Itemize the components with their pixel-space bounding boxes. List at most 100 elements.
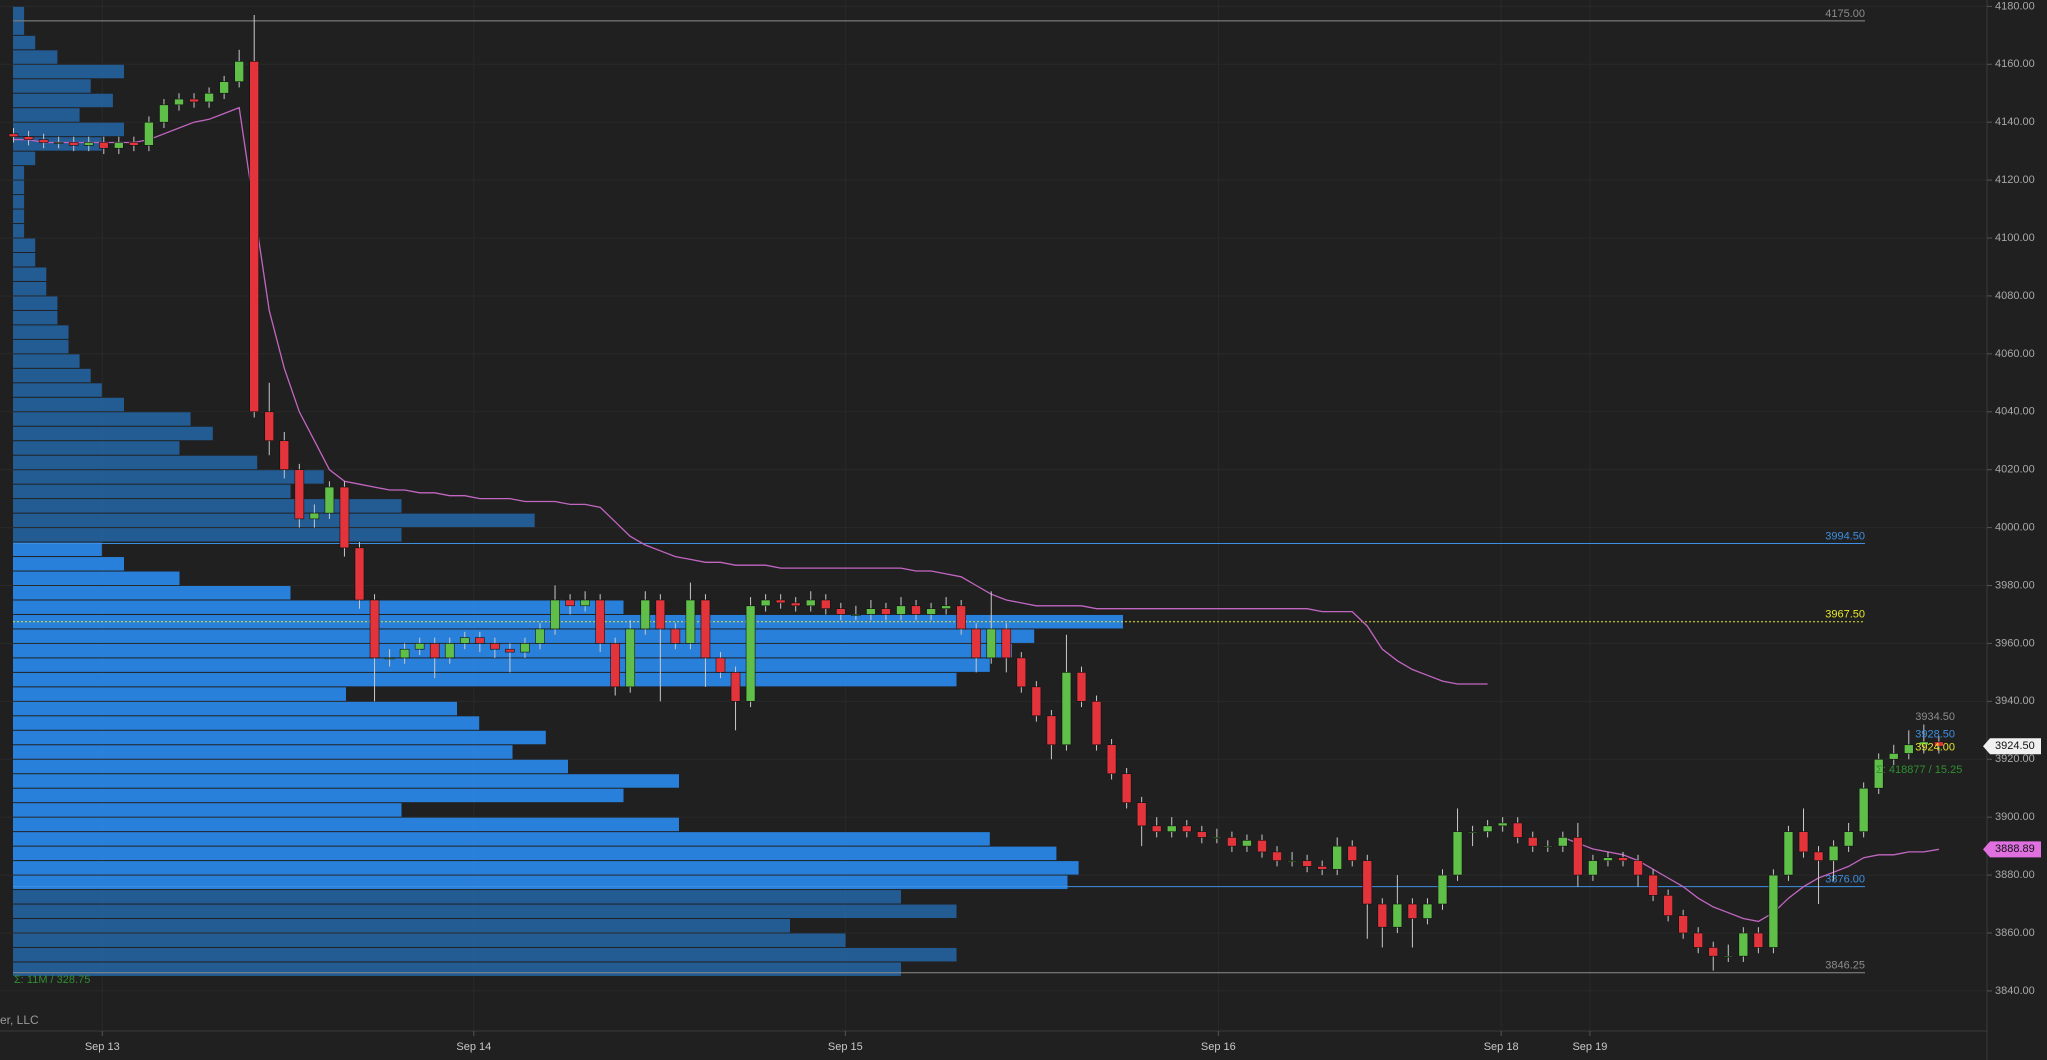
profile-bar xyxy=(13,122,124,137)
y-tick-label: 3900.00 xyxy=(1995,811,2035,823)
y-tick-label: 3920.00 xyxy=(1995,753,2035,765)
candle-body xyxy=(580,599,590,607)
y-tick-label: 4000.00 xyxy=(1995,522,2035,534)
candle-body xyxy=(1151,825,1162,832)
candle-body xyxy=(1783,831,1794,876)
candle-body xyxy=(1302,860,1312,867)
axis-layer: 3840.00 3860.00 3880.00 3900.00 3920.00 3940.… xyxy=(85,0,2041,1053)
profile-bar xyxy=(13,658,990,672)
x-tick-label: Sep 15 xyxy=(828,1041,863,1053)
candle-body xyxy=(836,608,846,615)
candle-body xyxy=(1573,837,1583,876)
profile-bar xyxy=(13,325,69,339)
profile-bar xyxy=(13,6,25,21)
candle-body xyxy=(1888,753,1899,760)
candle-body xyxy=(805,599,816,607)
candle-body xyxy=(1873,758,1884,789)
candle-body xyxy=(896,605,906,615)
profile-bar xyxy=(13,441,180,455)
x-tick-label: Sep 16 xyxy=(1201,1041,1236,1053)
candle-body xyxy=(1542,845,1553,848)
candle-body xyxy=(1618,857,1628,861)
candle-body xyxy=(1181,825,1192,832)
candle-body xyxy=(1497,822,1508,827)
candle-body xyxy=(1663,895,1673,916)
candle-body xyxy=(369,599,380,659)
profile-bar xyxy=(13,79,91,93)
candle-body xyxy=(475,637,485,644)
profile-bar xyxy=(13,484,291,499)
candle-body xyxy=(1212,837,1222,839)
candle-body xyxy=(189,98,199,103)
profile-bar xyxy=(13,166,25,180)
profile-bar xyxy=(13,151,36,166)
candle-body xyxy=(1242,840,1252,847)
x-tick-label: Sep 19 xyxy=(1572,1041,1607,1053)
candle-body xyxy=(23,136,34,140)
candles-layer xyxy=(8,15,1944,971)
candle-body xyxy=(38,139,49,143)
profile-bar xyxy=(13,426,213,441)
price-tag-label: 3888.89 xyxy=(1995,843,2035,855)
price-tag xyxy=(1983,738,2041,755)
candle-body xyxy=(53,142,64,144)
candle-body xyxy=(625,628,636,688)
profile-bar xyxy=(13,238,36,253)
candle-body xyxy=(565,599,575,607)
candle-body xyxy=(1347,845,1358,861)
candle-body xyxy=(264,411,275,442)
candle-body xyxy=(1287,860,1297,862)
profile-bar xyxy=(13,354,80,368)
profile-bar xyxy=(13,774,679,788)
candle-body xyxy=(1257,840,1267,853)
profile-bar xyxy=(13,904,957,919)
candle-body xyxy=(1377,903,1388,928)
profile-bar xyxy=(13,890,901,904)
candle-body xyxy=(1693,932,1704,948)
profile-bar xyxy=(13,281,47,296)
y-tick-label: 4160.00 xyxy=(1995,58,2035,70)
candle-body xyxy=(129,142,139,146)
profile-bar xyxy=(13,919,790,933)
candle-body xyxy=(1076,672,1087,702)
candle-body xyxy=(309,512,320,520)
candle-body xyxy=(1828,845,1839,861)
candle-body xyxy=(1046,715,1057,746)
candle-body xyxy=(1392,903,1403,928)
candle-body xyxy=(1633,860,1643,876)
level-label: 3994.50 xyxy=(1825,530,1865,542)
y-tick-label: 4100.00 xyxy=(1995,232,2035,244)
profile-bar xyxy=(13,224,25,238)
candle-body xyxy=(640,599,651,630)
candle-body xyxy=(730,672,741,702)
candle-body xyxy=(1272,851,1282,861)
profile-bar xyxy=(13,962,901,976)
profile-bar xyxy=(13,64,124,79)
candle-body xyxy=(700,599,711,659)
profile-bar xyxy=(13,50,58,64)
profile-bar xyxy=(13,267,47,281)
candle-body xyxy=(249,61,260,413)
candle-body xyxy=(384,657,395,660)
candle-body xyxy=(1407,903,1418,919)
profile-bar xyxy=(13,499,402,513)
profile-bar xyxy=(13,716,480,730)
profile-bar xyxy=(13,339,69,354)
candle-body xyxy=(610,643,621,688)
profile-bar xyxy=(13,35,36,50)
profile-bar xyxy=(13,455,258,470)
level-label: 3846.25 xyxy=(1825,960,1865,972)
y-tick-label: 4120.00 xyxy=(1995,174,2035,186)
candle-body xyxy=(1166,825,1177,832)
candle-body xyxy=(881,608,891,615)
profile-bar xyxy=(13,832,990,846)
candle-body xyxy=(760,599,771,607)
candle-body xyxy=(1452,831,1463,876)
profile-bar xyxy=(13,629,1035,643)
candle-body xyxy=(790,602,801,607)
profile-bar xyxy=(13,21,25,35)
candle-body xyxy=(1106,744,1117,775)
profile-bar xyxy=(13,875,1068,890)
profile-bar xyxy=(13,528,402,542)
